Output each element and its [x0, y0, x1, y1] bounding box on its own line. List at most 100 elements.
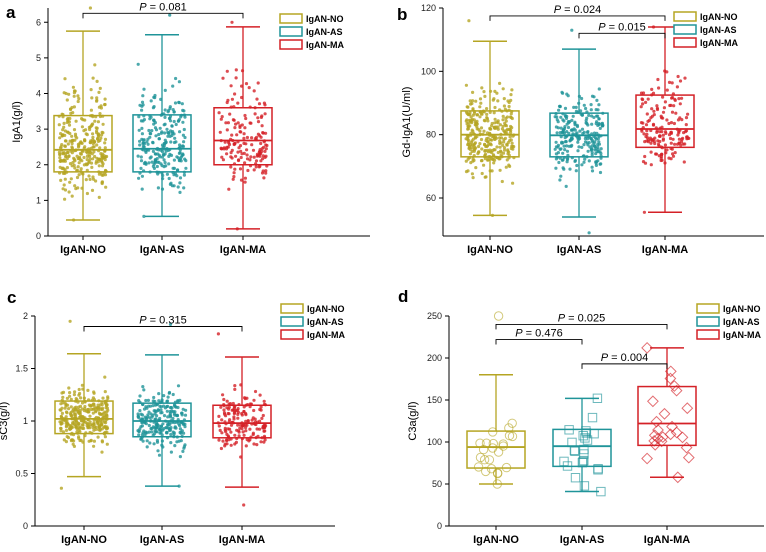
data-point	[142, 169, 146, 173]
data-point	[485, 112, 489, 116]
y-axis-label: C3a(g/l)	[407, 401, 419, 440]
data-point	[145, 439, 149, 443]
data-point	[587, 231, 591, 235]
data-point	[491, 98, 495, 102]
data-point	[155, 430, 159, 434]
data-point	[176, 185, 180, 189]
y-axis-label: IgA1(g/l)	[11, 101, 23, 143]
data-point	[488, 427, 498, 437]
data-point	[466, 169, 470, 173]
data-point	[659, 158, 663, 163]
data-point	[597, 103, 601, 107]
data-point	[232, 142, 236, 146]
data-point	[73, 184, 77, 188]
data-point	[480, 158, 484, 163]
data-point	[585, 155, 589, 159]
data-point	[492, 111, 496, 115]
data-point	[156, 172, 160, 176]
data-point	[168, 322, 173, 326]
data-point	[71, 442, 75, 446]
data-point	[562, 131, 567, 135]
data-point	[478, 129, 482, 133]
data-point	[161, 173, 165, 178]
data-point	[232, 417, 236, 421]
data-point	[484, 175, 488, 179]
data-point	[140, 417, 144, 421]
data-point	[501, 124, 505, 128]
legend-swatch	[696, 329, 720, 340]
data-point	[574, 105, 578, 109]
data-point	[93, 425, 97, 429]
data-point	[565, 149, 570, 153]
data-point	[510, 109, 514, 114]
p-value-label: P = 0.081	[139, 1, 186, 13]
data-point	[150, 129, 154, 133]
x-category-label: IgAN-AS	[557, 244, 602, 256]
data-point	[672, 121, 677, 126]
data-point	[67, 154, 71, 158]
data-point	[242, 410, 246, 414]
data-point	[162, 414, 167, 418]
data-point	[593, 144, 597, 148]
data-point	[668, 380, 681, 392]
data-point	[160, 155, 164, 159]
y-tick-label: 1	[36, 195, 41, 205]
data-point	[160, 411, 164, 415]
data-point	[163, 122, 167, 126]
data-point	[178, 176, 183, 180]
data-point	[173, 136, 177, 140]
data-point	[259, 440, 263, 444]
data-point	[61, 151, 65, 155]
data-point	[79, 414, 83, 418]
data-point	[233, 92, 237, 96]
p-symbol: P	[554, 4, 562, 16]
data-point	[229, 155, 233, 159]
y-tick-label: 150	[427, 395, 442, 405]
data-points	[641, 341, 695, 484]
data-point	[473, 120, 477, 124]
data-point	[177, 484, 181, 488]
data-point	[76, 99, 80, 104]
data-point	[100, 406, 105, 410]
data-point	[507, 104, 511, 109]
data-point	[233, 384, 237, 388]
data-point	[239, 383, 243, 387]
data-point	[646, 138, 650, 142]
data-point	[654, 152, 658, 156]
legend: IgAN-NO IgAN-AS IgAN-MA	[696, 303, 761, 340]
data-point	[228, 112, 232, 116]
data-point	[95, 129, 99, 133]
data-point	[264, 154, 268, 158]
data-point	[160, 398, 164, 402]
data-point	[172, 119, 176, 124]
data-point	[657, 86, 661, 90]
data-point	[559, 115, 563, 119]
data-point	[470, 149, 474, 154]
p-value-label: P = 0.315	[139, 315, 186, 327]
data-point	[650, 114, 655, 118]
data-point	[81, 118, 85, 122]
data-point	[498, 141, 502, 145]
data-point	[493, 105, 497, 110]
data-point	[665, 148, 669, 152]
data-point	[493, 117, 497, 121]
data-point	[262, 176, 266, 180]
data-point	[174, 76, 178, 81]
data-point	[139, 166, 143, 170]
data-point	[176, 168, 180, 172]
x-category-label: IgAN-NO	[467, 244, 513, 256]
data-point	[93, 119, 97, 123]
data-point	[226, 98, 230, 102]
data-point	[565, 144, 569, 148]
data-point	[493, 468, 503, 479]
data-point	[220, 431, 224, 435]
data-point	[262, 399, 266, 403]
data-point	[159, 431, 163, 435]
data-point	[162, 394, 166, 398]
data-point	[596, 123, 600, 127]
data-point	[144, 398, 148, 403]
data-point	[70, 134, 74, 138]
y-tick-label: 80	[426, 130, 436, 140]
data-point	[507, 431, 518, 442]
data-point	[665, 70, 669, 74]
